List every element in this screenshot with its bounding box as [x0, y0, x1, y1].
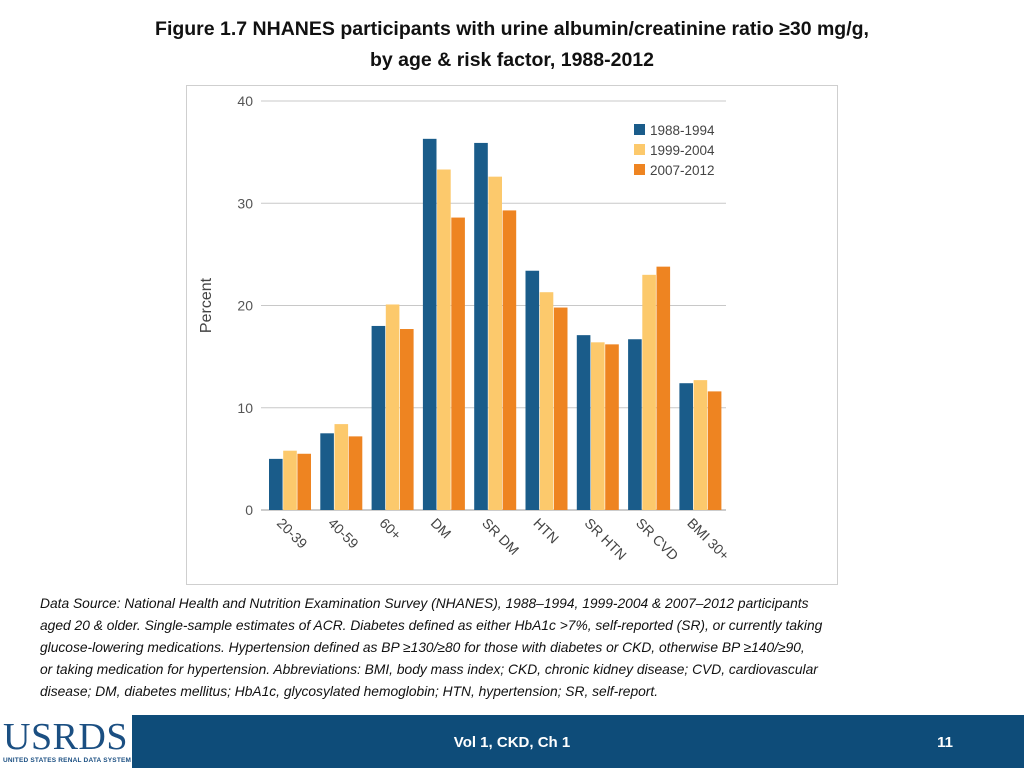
- source-line: disease; DM, diabetes mellitus; HbA1c, g…: [40, 684, 659, 699]
- bar: [334, 424, 349, 510]
- y-tick-label: 0: [245, 502, 253, 518]
- x-tick-label: BMI 30+: [684, 515, 732, 563]
- bar: [707, 391, 722, 510]
- source-line: Data Source: National Health and Nutriti…: [40, 596, 809, 611]
- x-tick-label: SR CVD: [633, 515, 682, 564]
- bar: [539, 292, 554, 510]
- chart-frame: 0 10 20 30 40 Percent 20-39 40-59 60+ DM SR DM HTN S…: [186, 85, 838, 585]
- x-tick-label: DM: [428, 515, 455, 542]
- bar: [269, 458, 283, 510]
- bar: [693, 380, 708, 510]
- usrds-logo: USRDS UNITED STATES RENAL DATA SYSTEM: [0, 715, 132, 768]
- source-line: glucose-lowering medications. Hypertensi…: [40, 640, 805, 655]
- y-tick-label: 30: [237, 195, 253, 211]
- bar: [679, 383, 693, 510]
- legend-label: 1988-1994: [650, 123, 715, 138]
- x-tick-label: 40-59: [325, 515, 362, 552]
- x-tick-label: SR DM: [479, 515, 522, 558]
- bar: [553, 307, 568, 510]
- bar: [474, 142, 488, 511]
- y-axis-label: Percent: [198, 277, 215, 333]
- bar: [348, 436, 363, 510]
- bar: [656, 266, 671, 510]
- bar: [628, 339, 642, 510]
- footer-bar: [0, 715, 1024, 768]
- page-number: 11: [937, 734, 953, 751]
- bar: [297, 453, 311, 510]
- source-line: or taking medication for hypertension. A…: [40, 662, 818, 677]
- y-tick-label: 20: [237, 298, 253, 314]
- footer-volume-label: Vol 1, CKD, Ch 1: [453, 734, 571, 751]
- figure-title-line-2: by age & risk factor, 1988-2012: [370, 49, 654, 71]
- y-tick-label: 40: [237, 93, 253, 109]
- bar: [385, 304, 400, 510]
- figure-title: Figure 1.7 NHANES participants with urin…: [0, 14, 1024, 76]
- source-line: aged 20 & older. Single-sample estimates…: [40, 618, 823, 633]
- bar: [642, 274, 656, 510]
- logo-wordmark: USRDS: [3, 716, 128, 758]
- bar: [488, 176, 502, 510]
- bar: [283, 450, 297, 510]
- legend-label: 1999-2004: [650, 143, 715, 158]
- bar: [422, 138, 437, 510]
- bar: [591, 342, 605, 510]
- logo-subtitle: UNITED STATES RENAL DATA SYSTEM: [3, 757, 132, 764]
- figure-title-line-1: Figure 1.7 NHANES participants with urin…: [155, 18, 869, 40]
- legend-label: 2007-2012: [650, 163, 715, 178]
- bar: [400, 329, 414, 510]
- bar: [576, 335, 591, 510]
- legend-swatch: [634, 164, 645, 175]
- x-tick-label: HTN: [530, 515, 562, 547]
- bar: [525, 270, 540, 510]
- y-tick-label: 10: [237, 400, 253, 416]
- bar: [371, 325, 386, 510]
- x-tick-label: 20-39: [274, 515, 311, 552]
- data-source-note: Data Source: National Health and Nutriti…: [40, 593, 990, 703]
- bar: [437, 169, 451, 510]
- bar: [320, 433, 334, 510]
- bar: [605, 344, 619, 510]
- x-tick-label: 60+: [376, 515, 404, 543]
- legend-swatch: [634, 124, 645, 135]
- bar-chart: 0 10 20 30 40 Percent 20-39 40-59 60+ DM SR DM HTN S…: [198, 93, 733, 564]
- bar: [502, 210, 517, 510]
- x-tick-label: SR HTN: [582, 515, 630, 563]
- bar: [451, 217, 465, 510]
- legend-swatch: [634, 144, 645, 155]
